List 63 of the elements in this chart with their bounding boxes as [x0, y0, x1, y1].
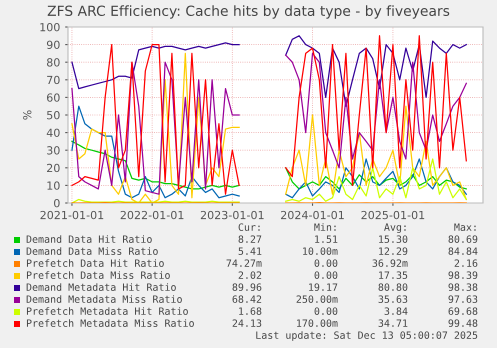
y-tick-label: 60 — [47, 93, 60, 102]
text: 98.38 — [448, 283, 478, 291]
text: Max: — [454, 223, 476, 231]
text: 74.27m — [226, 259, 262, 267]
text: 34.71 — [378, 319, 408, 327]
y-tick-label: 50 — [47, 110, 60, 120]
text: 0.00 — [314, 259, 338, 267]
text: 2.16 — [454, 259, 478, 267]
text: 89.96 — [232, 283, 262, 291]
y-tick-label: 0 — [54, 198, 60, 208]
text: 3.84 — [384, 307, 408, 315]
y-tick-label: 40 — [46, 128, 60, 137]
text: 80.80 — [378, 283, 408, 291]
text: Avg: — [384, 223, 406, 233]
x-tick-label: 2023-01-01 — [200, 210, 264, 220]
text: 24.13 — [232, 319, 262, 327]
text: 250.00m — [296, 295, 338, 303]
legend-label: Prefetch Data Hit Ratio — [26, 259, 164, 267]
text: 68.42 — [232, 295, 262, 303]
text: 98.39 — [448, 271, 478, 279]
text: Cur: — [238, 223, 260, 231]
chart-title: ZFS ARC Efficiency: Cache hits by data type - by fiveyears — [48, 5, 450, 19]
y-tick-label: 10 — [47, 181, 60, 190]
text: 35.63 — [378, 295, 408, 303]
text: 12.29 — [379, 247, 408, 255]
text: 10.00m — [303, 247, 338, 255]
text: Last update: Sat Dec 13 05:00:07 2025 — [256, 331, 478, 341]
legend-label: Demand Data Miss Ratio — [26, 247, 158, 255]
legend-label: Demand Metadata Hit Ratio — [26, 283, 176, 291]
y-axis-title: % — [23, 110, 32, 120]
text: 97.63 — [448, 295, 478, 303]
text: Min: — [314, 223, 336, 231]
text: 2.02 — [238, 271, 262, 279]
text: 15.30 — [379, 235, 408, 243]
x-tick-label: 2024-01-01 — [281, 210, 344, 220]
x-tick-label: 2022-01-01 — [120, 210, 184, 220]
y-tick-label: 90 — [46, 40, 60, 49]
y-tick-label: 70 — [47, 76, 60, 84]
x-tick-label: 2021-01-01 — [40, 210, 104, 220]
y-tick-label: 80 — [46, 58, 60, 67]
text: 0.00 — [314, 307, 338, 315]
legend-label: Prefetch Data Miss Ratio — [26, 271, 170, 279]
text: 1.68 — [239, 307, 262, 315]
y-tick-label: 30 — [47, 146, 60, 155]
text: 170.00m — [297, 319, 338, 327]
text: 99.48 — [448, 319, 478, 327]
legend-label: Demand Metadata Miss Ratio — [26, 295, 182, 303]
text: 1.51 — [315, 235, 338, 243]
text: 5.41 — [238, 247, 262, 255]
text: 0.00 — [314, 271, 338, 279]
legend-label: Demand Data Hit Ratio — [26, 235, 152, 243]
text: 17.35 — [379, 271, 408, 279]
y-tick-label: 100 — [40, 22, 60, 32]
text: 69.68 — [448, 307, 478, 315]
text: 84.84 — [448, 247, 478, 255]
text: 19.17 — [309, 283, 338, 291]
text: 36.92m — [372, 259, 408, 267]
x-tick-label: 2025-01-01 — [361, 210, 424, 220]
y-tick-label: 20 — [47, 164, 60, 172]
legend-label: Prefetch Metadata Hit Ratio — [26, 307, 188, 315]
legend-label: Prefetch Metadata Miss Ratio — [26, 319, 194, 327]
text: 8.27 — [238, 235, 262, 243]
text: 80.69 — [448, 235, 478, 243]
